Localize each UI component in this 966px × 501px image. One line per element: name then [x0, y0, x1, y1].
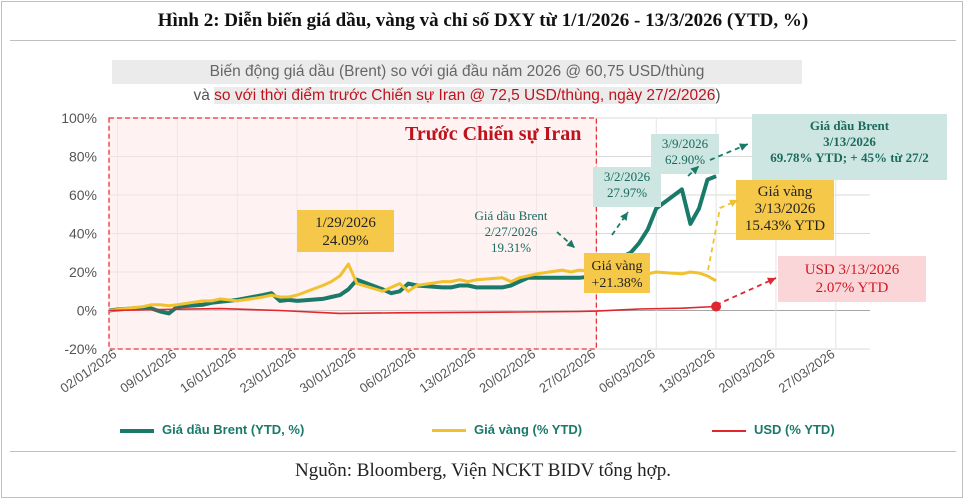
- arrow-gold-final-head: [729, 199, 738, 207]
- annot-gold-prewar-text: Giá vàng: [592, 259, 643, 274]
- arrow-oil-mar2-head: [620, 212, 628, 221]
- legend-usd: USD (% YTD): [712, 422, 835, 437]
- x-tick-label: 06/03/2026: [596, 346, 658, 396]
- annot-usd-final-box: [778, 256, 926, 302]
- annot-gold-final-text: 15.43% YTD: [745, 218, 825, 234]
- annot-gold-peak-text: 24.09%: [322, 233, 368, 249]
- annot-gold-peak-text: 1/29/2026: [315, 215, 376, 231]
- annot-oil-mar9-text: 62.90%: [665, 152, 705, 167]
- y-tick-label: -20%: [64, 341, 97, 357]
- subtitle-line1: Biến động giá dầu (Brent) so với giá đầu…: [112, 60, 802, 84]
- subtitle-line2-red: so với thời điểm trước Chiến sự Iran @ 7…: [214, 87, 716, 104]
- arrow-oil-prewar-head: [566, 239, 575, 248]
- subtitle-line2: và so với thời điểm trước Chiến sự Iran …: [112, 84, 802, 108]
- legend-usd-label: USD (% YTD): [754, 422, 835, 437]
- x-tick-label: 06/02/2026: [357, 346, 419, 396]
- annot-gold-prewar-box: [584, 253, 650, 293]
- subtitle-line2-suffix: ): [715, 87, 721, 104]
- x-tick-label: 27/02/2026: [536, 346, 598, 396]
- annot-oil-mar2-text: 27.97%: [607, 185, 647, 200]
- annot-oil-prewar-text: 2/27/2026: [485, 224, 538, 239]
- annot-oil-mar9-text: 3/9/2026: [662, 136, 709, 151]
- x-tick-label: 20/02/2026: [476, 346, 538, 396]
- x-tick-label: 13/02/2026: [416, 346, 478, 396]
- y-tick-label: 20%: [69, 264, 97, 280]
- annot-gold-final-text: 3/13/2026: [755, 201, 816, 217]
- x-tick-label: 16/01/2026: [177, 346, 239, 396]
- source-separator: [10, 451, 956, 452]
- series-line-usd: [108, 305, 717, 315]
- arrow-oil-final-head: [739, 143, 748, 151]
- annot-oil-mar2-box: [593, 167, 661, 207]
- annot-gold-final-box: [736, 180, 834, 240]
- y-tick-label: 60%: [69, 187, 97, 203]
- y-tick-label: 80%: [69, 149, 97, 165]
- source-note: Nguồn: Bloomberg, Viện NCKT BIDV tổng hợ…: [295, 460, 671, 481]
- legend-gold-label: Giá vàng (% YTD): [474, 422, 583, 437]
- arrow-gold-final: [707, 199, 739, 271]
- annot-gold-peak-box: [297, 210, 394, 252]
- x-tick-label: 30/01/2026: [297, 346, 359, 396]
- annot-oil-prewar-text: Giá dầu Brent: [475, 208, 548, 223]
- arrow-usd-final: [715, 277, 777, 306]
- arrow-oil-final: [709, 143, 749, 161]
- y-tick-label: 40%: [69, 226, 97, 242]
- annot-usd-final-text: USD 3/13/2026: [805, 262, 900, 278]
- annot-oil-final-text: Giá dầu Brent: [810, 118, 890, 133]
- x-tick-label: 27/03/2026: [776, 346, 838, 396]
- x-tick-label: 23/01/2026: [237, 346, 299, 396]
- y-tick-label: 100%: [61, 110, 97, 126]
- annot-usd-final-text: 2.07% YTD: [816, 280, 889, 296]
- annot-oil-mar2-text: 3/2/2026: [604, 169, 651, 184]
- region-label: Trước Chiến sự Iran: [405, 123, 581, 145]
- legend-oil-swatch: [120, 428, 154, 433]
- title-separator: [10, 40, 956, 41]
- legend-oil: Giá dầu Brent (YTD, %): [120, 422, 304, 437]
- subtitle-line2-prefix: và: [193, 87, 215, 104]
- annot-oil-final-text: 69.78% YTD; + 45% từ 27/2: [770, 150, 928, 165]
- legend-gold: Giá vàng (% YTD): [432, 422, 582, 437]
- chart-title: Hình 2: Diễn biến giá dầu, vàng và chỉ s…: [157, 10, 809, 31]
- legend-usd-swatch: [712, 429, 746, 432]
- annot-oil-mar9-box: [651, 134, 719, 174]
- legend-oil-label: Giá dầu Brent (YTD, %): [162, 422, 305, 437]
- x-tick-label: 09/01/2026: [117, 346, 179, 396]
- arrow-oil-mar9-head: [690, 166, 699, 175]
- annot-oil-prewar-text: 19.31%: [491, 240, 531, 255]
- arrow-oil-mar2: [611, 211, 629, 236]
- x-tick-label: 13/03/2026: [656, 346, 718, 396]
- y-tick-label: 0%: [77, 303, 97, 319]
- annot-oil-final-box: [752, 114, 947, 180]
- x-tick-label: 20/03/2026: [716, 346, 778, 396]
- arrow-usd-final-head: [767, 277, 776, 285]
- annot-gold-prewar-text: +21.38%: [591, 276, 642, 291]
- annot-gold-final-text: Giá vàng: [758, 184, 813, 200]
- annot-oil-final-text: 3/13/2026: [823, 134, 876, 149]
- legend-gold-swatch: [432, 429, 466, 433]
